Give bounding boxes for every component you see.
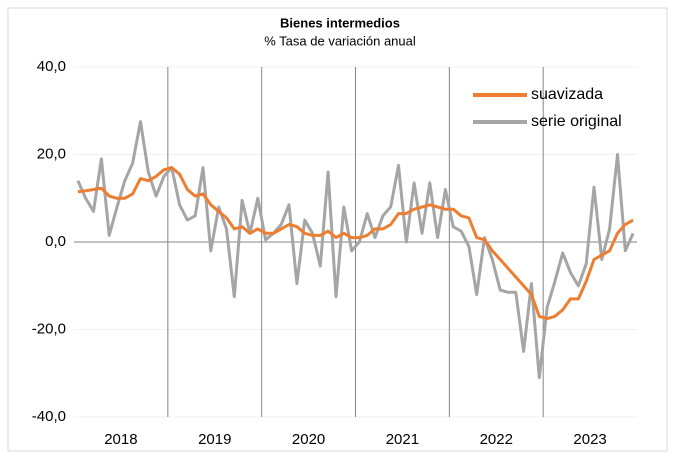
x-tick-label: 2022 <box>480 431 513 448</box>
y-tick-label: -40,0 <box>32 408 66 425</box>
chart-frame <box>7 7 668 452</box>
x-tick-label: 2019 <box>198 431 231 448</box>
series-line <box>77 166 634 321</box>
y-tick-label: 20,0 <box>37 145 66 162</box>
y-tick-label: 0,0 <box>45 233 66 250</box>
y-tick-label: 40,0 <box>37 58 66 75</box>
x-tick-label: 2023 <box>573 431 606 448</box>
chart-subtitle: % Tasa de variación anual <box>264 33 416 48</box>
legend-label: suavizada <box>531 86 603 103</box>
x-tick-label: 2018 <box>104 431 137 448</box>
legend-label: serie original <box>531 113 622 130</box>
chart-title: Bienes intermedios <box>280 15 400 30</box>
x-tick-label: 2021 <box>386 431 419 448</box>
x-tick-label: 2020 <box>292 431 325 448</box>
y-tick-label: -20,0 <box>32 320 66 337</box>
